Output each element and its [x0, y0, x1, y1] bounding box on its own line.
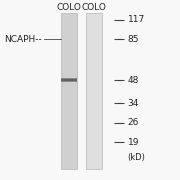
Text: COLO: COLO — [56, 3, 81, 12]
Text: 26: 26 — [127, 118, 139, 127]
Text: NCAPH--: NCAPH-- — [4, 35, 42, 44]
Bar — [60, 13, 77, 169]
Text: 19: 19 — [127, 138, 139, 147]
Bar — [60, 78, 77, 82]
Text: (kD): (kD) — [127, 153, 145, 162]
Bar — [60, 81, 77, 82]
Bar — [86, 13, 102, 169]
Text: 117: 117 — [127, 15, 145, 24]
Text: 48: 48 — [127, 76, 139, 85]
Bar — [60, 78, 77, 79]
Text: COLO: COLO — [81, 3, 106, 12]
Text: 85: 85 — [127, 35, 139, 44]
Text: 34: 34 — [127, 99, 139, 108]
